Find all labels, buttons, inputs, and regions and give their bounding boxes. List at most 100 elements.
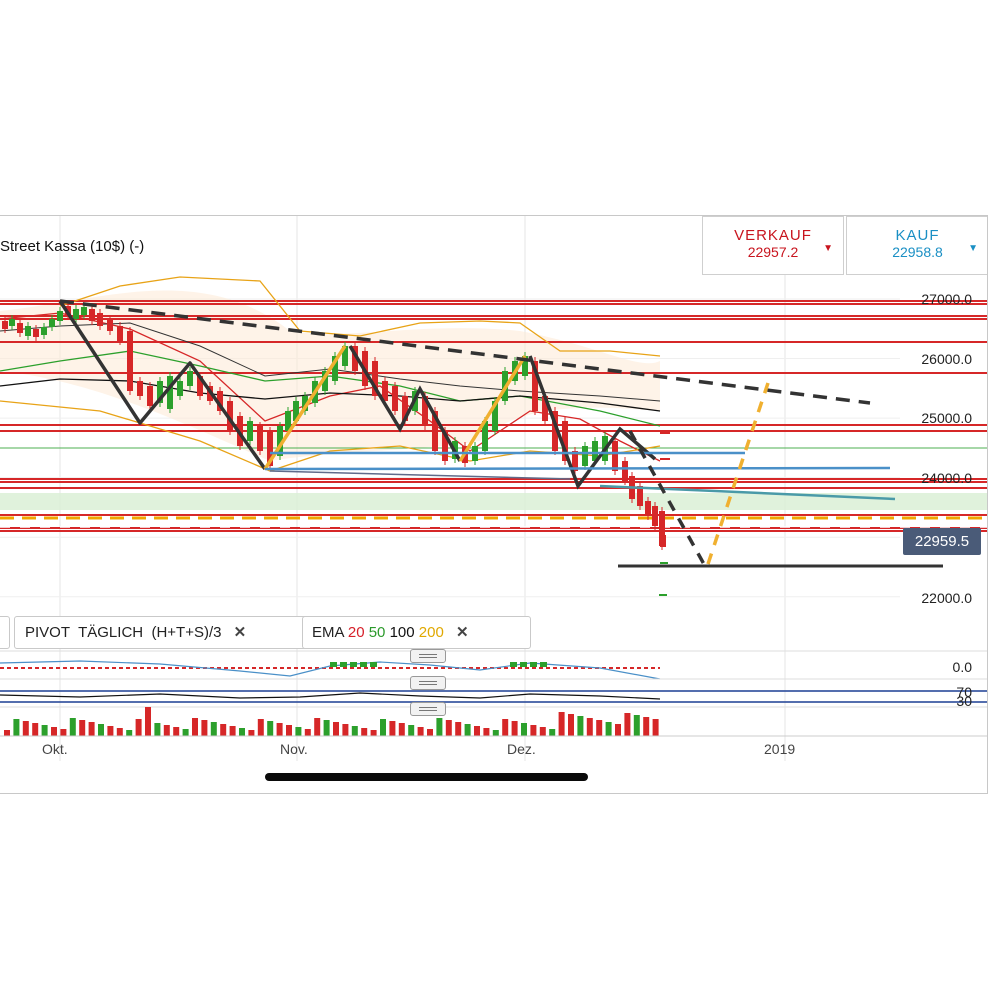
volume-bar [239, 728, 245, 736]
volume-bar [210, 722, 217, 736]
candle-body [552, 411, 558, 451]
candle-body [482, 421, 488, 451]
price-chart[interactable] [0, 216, 987, 793]
volume-bar [633, 715, 640, 736]
volume-bar [380, 719, 386, 736]
candle-body [637, 486, 643, 506]
time-axis-label: Okt. [42, 741, 68, 757]
volume-bar [539, 727, 546, 736]
buy-label: KAUF [895, 227, 940, 244]
bollinger-upper [59, 276, 661, 357]
projection-line [628, 430, 707, 567]
pivot-period: TÄGLICH [78, 624, 144, 641]
volume-bar [88, 722, 95, 736]
zigzag-line [348, 345, 462, 462]
ema-100-label: 100 [389, 624, 415, 641]
volume-bar [286, 725, 292, 736]
volume-bar [502, 719, 509, 736]
rsi-lower-label: 30 [956, 693, 972, 709]
rsi-line [0, 692, 661, 700]
price-axis-label: 24000.0 [921, 470, 972, 486]
volume-bar [398, 723, 405, 736]
candle-body [137, 381, 143, 396]
candle-body [247, 421, 253, 441]
candle-body [73, 309, 79, 319]
price-axis-label: 22000.0 [921, 590, 972, 606]
volume-bar [201, 720, 208, 736]
pivot-indicator-tag[interactable]: PIVOT TÄGLICH (H+T+S)/3 ✕ [14, 616, 308, 649]
volume-bar [248, 730, 255, 736]
zigzag-up-line [458, 355, 527, 462]
candle-body [660, 432, 670, 434]
ema-50-label: 50 [368, 624, 386, 641]
volume-bar [370, 730, 377, 736]
sell-quote-button[interactable]: VERKAUF 22957.2 ▼ [702, 216, 844, 275]
ema-close-icon[interactable]: ✕ [455, 624, 469, 641]
volume-bar [361, 728, 368, 736]
ema-20-label: 20 [347, 624, 365, 641]
volume-bar [107, 726, 114, 736]
volume-bar [314, 718, 321, 736]
volume-bar [135, 719, 142, 736]
pivot-close-icon[interactable]: ✕ [233, 624, 247, 641]
candle-body [81, 307, 87, 315]
volume-bar [220, 724, 227, 736]
volume-bar [333, 722, 339, 736]
candle-body [117, 326, 123, 341]
oscillator-bar [540, 662, 547, 667]
candle-body [107, 319, 113, 331]
candle-body [332, 356, 338, 381]
volume-bar [511, 721, 518, 736]
sell-dropdown-icon[interactable]: ▼ [823, 243, 833, 254]
trend-line [269, 470, 571, 480]
volume-bar [192, 718, 198, 736]
volume-bar [351, 726, 358, 736]
ema-name: EMA [312, 624, 344, 641]
volume-bar [492, 730, 499, 736]
candle-body [267, 431, 273, 466]
panel-resize-handle[interactable] [410, 649, 446, 663]
candle-body [285, 411, 291, 431]
volume-bar [116, 728, 123, 736]
candle-body [57, 311, 63, 321]
panel-resize-handle[interactable] [410, 676, 446, 690]
candle-body [177, 381, 183, 396]
home-indicator[interactable] [265, 773, 588, 781]
rsi-upper-label: 70 [956, 684, 972, 700]
oscillator-bar [340, 662, 347, 667]
oscillator-bar [510, 662, 517, 667]
candle-body [402, 396, 408, 421]
time-axis-label: 2019 [764, 741, 796, 757]
volume-bar [98, 724, 104, 736]
volume-bar [408, 725, 415, 736]
volume-bar [427, 729, 433, 736]
chart-screen[interactable]: Street Kassa (10$) (-) VERKAUF 22957.2 ▼… [0, 215, 988, 794]
volume-bar [558, 712, 565, 736]
candle-body [532, 361, 538, 411]
candle-body [127, 331, 133, 391]
volume-bar [304, 729, 311, 736]
volume-bar [257, 719, 264, 736]
volume-bar [483, 728, 490, 736]
indicator-tag-partial[interactable] [0, 616, 10, 649]
volume-bar [474, 726, 480, 736]
candle-body [322, 371, 328, 391]
candle-body [659, 511, 665, 546]
zigzag-line [58, 300, 267, 471]
candle-body [652, 506, 658, 526]
ema-indicator-tag[interactable]: EMA 20 50 100 200 ✕ [302, 616, 531, 649]
pivot-formula: (H+T+S)/3 [151, 624, 222, 641]
panel-resize-handle[interactable] [410, 702, 446, 716]
volume-bar [60, 729, 67, 736]
buy-quote-button[interactable]: KAUF 22958.8 ▼ [846, 216, 987, 275]
candle-body [49, 319, 55, 327]
candle-body [352, 346, 358, 371]
sell-label: VERKAUF [734, 227, 812, 244]
candle-body [592, 441, 598, 461]
candle-body [197, 376, 203, 396]
support-zone [0, 493, 987, 510]
buy-dropdown-icon[interactable]: ▼ [968, 243, 978, 254]
candle-body [293, 401, 299, 421]
volume-bar [568, 714, 574, 736]
buy-price: 22958.8 [892, 244, 943, 260]
